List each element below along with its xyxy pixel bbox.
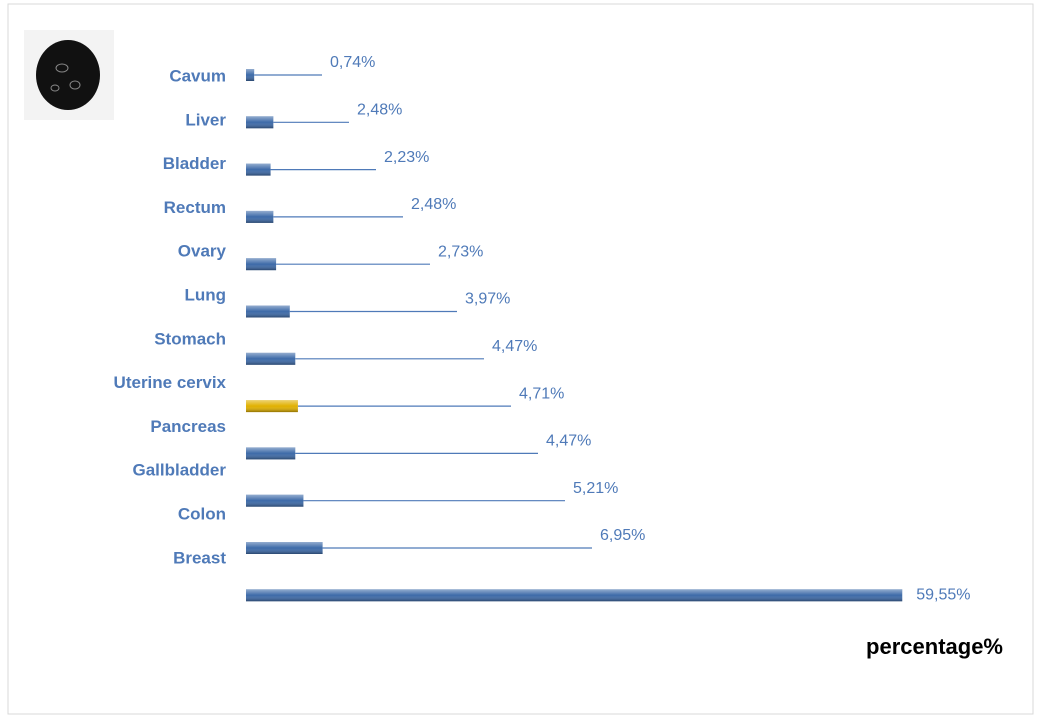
value-label: 3,97% xyxy=(465,291,510,308)
value-label: 0,74% xyxy=(330,54,375,71)
category-label: Gallbladder xyxy=(132,461,226,480)
value-label: 4,47% xyxy=(492,338,537,355)
category-label: Ovary xyxy=(178,242,227,261)
category-label: Pancreas xyxy=(150,417,226,436)
category-label: Bladder xyxy=(163,154,227,173)
bar-shade xyxy=(246,69,254,81)
value-label: 5,21% xyxy=(573,480,618,497)
bar-shade xyxy=(246,306,290,318)
category-label: Lung xyxy=(184,285,226,304)
value-label: 2,48% xyxy=(357,102,402,119)
bar-shade xyxy=(246,400,298,412)
bar-shade xyxy=(246,258,276,270)
category-label: Stomach xyxy=(154,329,226,348)
bar-shade xyxy=(246,116,273,128)
bar-shade xyxy=(246,211,273,223)
value-label: 2,73% xyxy=(438,243,483,260)
bar-shade xyxy=(246,447,295,459)
bar-shade xyxy=(246,495,303,507)
category-label: Cavum xyxy=(169,66,226,85)
category-label: Colon xyxy=(178,504,226,523)
value-label: 4,71% xyxy=(519,385,564,402)
icon xyxy=(24,30,114,120)
category-label: Rectum xyxy=(164,198,226,217)
chart: percentage% Cavum Liver Bladder Rectum Ovary… xyxy=(0,0,1041,719)
x-axis-label: percentage% xyxy=(866,634,1003,659)
bar-shade xyxy=(246,164,271,176)
frame xyxy=(8,4,1033,714)
bar-shade xyxy=(246,589,902,601)
bar-shade xyxy=(246,353,295,365)
value-label: 2,48% xyxy=(411,196,456,213)
value-label: 2,23% xyxy=(384,149,429,166)
category-label: Breast xyxy=(173,548,226,567)
value-label: 4,47% xyxy=(546,433,591,450)
category-label: Uterine cervix xyxy=(114,373,227,392)
value-label: 6,95% xyxy=(600,527,645,544)
category-label: Liver xyxy=(185,110,226,129)
bar-shade xyxy=(246,542,323,554)
value-label: 59,55% xyxy=(916,587,970,604)
